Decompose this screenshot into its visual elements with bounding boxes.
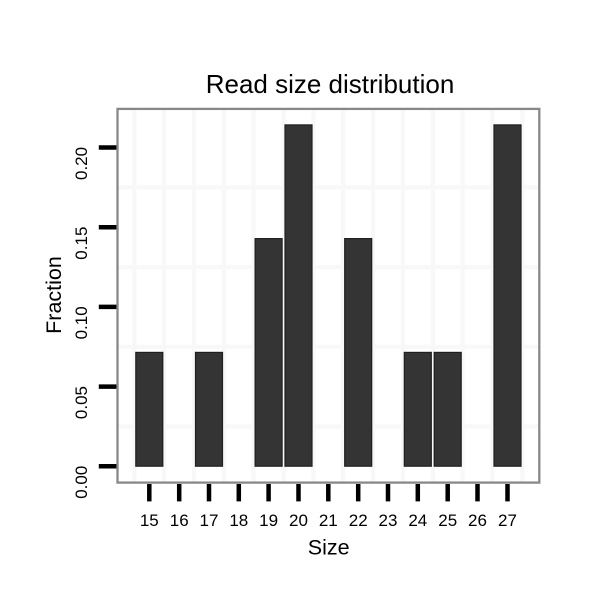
svg-text:19: 19 — [259, 511, 278, 530]
svg-text:0.20: 0.20 — [72, 147, 91, 180]
svg-text:27: 27 — [498, 511, 517, 530]
svg-text:0.10: 0.10 — [72, 306, 91, 339]
svg-text:17: 17 — [200, 511, 219, 530]
svg-text:0.05: 0.05 — [72, 386, 91, 419]
svg-text:16: 16 — [170, 511, 189, 530]
svg-text:0.15: 0.15 — [72, 227, 91, 260]
svg-text:20: 20 — [289, 511, 308, 530]
svg-text:22: 22 — [349, 511, 368, 530]
svg-text:18: 18 — [229, 511, 248, 530]
svg-text:Read size distribution: Read size distribution — [206, 69, 455, 99]
svg-text:24: 24 — [408, 511, 427, 530]
svg-text:0.00: 0.00 — [72, 466, 91, 499]
svg-text:23: 23 — [379, 511, 398, 530]
svg-text:26: 26 — [468, 511, 487, 530]
svg-text:21: 21 — [319, 511, 338, 530]
svg-text:25: 25 — [438, 511, 457, 530]
svg-text:15: 15 — [140, 511, 159, 530]
svg-text:Size: Size — [308, 536, 350, 560]
svg-text:Fraction: Fraction — [42, 256, 66, 334]
